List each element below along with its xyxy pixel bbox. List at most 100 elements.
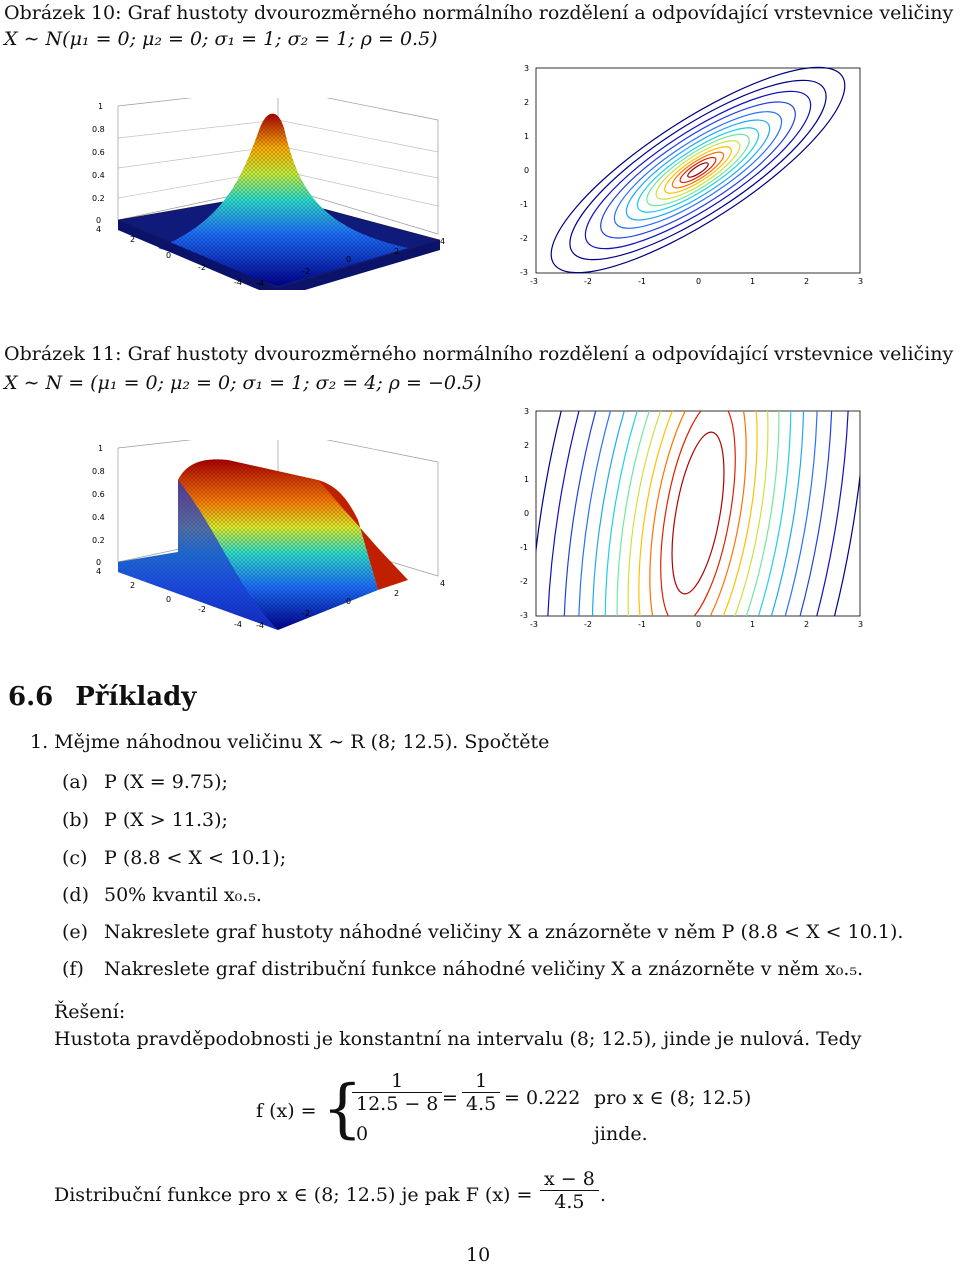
surface-left-tick: -4 bbox=[234, 620, 242, 629]
contour-x-tick: -3 bbox=[530, 620, 538, 629]
surface-left-tick: -4 bbox=[234, 278, 242, 287]
surface-right-tick: 4 bbox=[440, 237, 445, 246]
figure-10-contour-plot: 3 2 1 0 -1 -2 -3 -3 -2 -1 0 1 2 3 bbox=[520, 64, 863, 286]
item-text: Nakreslete graf hustoty náhodné veličiny… bbox=[104, 921, 904, 943]
distribution-text: Distribuční funkce pro x ∈ (8; 12.5) je … bbox=[54, 1184, 533, 1206]
item-text: P (8.8 < X < 10.1); bbox=[104, 847, 287, 869]
contour-y-tick: 1 bbox=[524, 132, 529, 141]
contour-x-tick: 2 bbox=[804, 620, 809, 629]
problem-item: (a) P (X = 9.75); bbox=[62, 771, 228, 793]
surface-z-tick: 0.4 bbox=[92, 513, 105, 522]
contour-x-tick: -1 bbox=[638, 620, 646, 629]
item-label: (b) bbox=[62, 809, 89, 831]
item-text: P (X = 9.75); bbox=[104, 771, 228, 793]
problem-item: (c) P (8.8 < X < 10.1); bbox=[62, 847, 286, 869]
item-label: (e) bbox=[62, 921, 89, 943]
contour-x-tick: -2 bbox=[584, 277, 592, 286]
surface-z-tick: 0 bbox=[96, 558, 101, 567]
surface-z-tick: 0.4 bbox=[92, 171, 105, 180]
contour-x-tick: 0 bbox=[696, 277, 701, 286]
surface-right-tick: -2 bbox=[302, 267, 310, 276]
contour-x-tick: 1 bbox=[750, 277, 755, 286]
fraction-1: 1 12.5 − 8 bbox=[352, 1070, 443, 1115]
surface-z-tick: 0 bbox=[96, 216, 101, 225]
contour-y-tick: 0 bbox=[524, 509, 529, 518]
surface-z-tick: 0.2 bbox=[92, 194, 105, 203]
figure-10-caption-line-2: X ∼ N(μ₁ = 0; μ₂ = 0; σ₁ = 1; σ₂ = 1; ρ … bbox=[4, 28, 438, 50]
contour-y-tick: -1 bbox=[520, 543, 528, 552]
item-label: (d) bbox=[62, 884, 89, 906]
fraction-1-denominator: 12.5 − 8 bbox=[356, 1093, 439, 1115]
surface-z-tick: 0.2 bbox=[92, 536, 105, 545]
surface-z-tick: 0.8 bbox=[92, 125, 105, 134]
problem-item: (f) Nakreslete graf distribuční funkce ná… bbox=[62, 958, 863, 980]
surface-right-tick: 2 bbox=[394, 247, 399, 256]
surface-left-tick: 2 bbox=[130, 581, 135, 590]
contour-x-tick: 1 bbox=[750, 620, 755, 629]
surface-right-tick: 0 bbox=[346, 255, 351, 264]
surface-left-tick: 0 bbox=[166, 595, 171, 604]
problem-item: (d) 50% kvantil x₀.₅. bbox=[62, 884, 262, 906]
contour-x-tick: -2 bbox=[584, 620, 592, 629]
surface-z-tick: 0.6 bbox=[92, 148, 105, 157]
contour-x-tick: 2 bbox=[804, 277, 809, 286]
item-text: 50% kvantil x₀.₅. bbox=[104, 884, 262, 906]
contour-y-tick: 0 bbox=[524, 166, 529, 175]
surface-left-tick: 4 bbox=[96, 225, 101, 234]
surface-left-tick: -2 bbox=[198, 605, 206, 614]
fraction-1-numerator: 1 bbox=[352, 1070, 443, 1093]
surface-right-tick: 2 bbox=[394, 589, 399, 598]
surface-right-tick: -2 bbox=[302, 609, 310, 618]
contour-y-tick: 2 bbox=[524, 441, 529, 450]
surface-left-tick: 4 bbox=[96, 567, 101, 576]
fraction-3: x − 8 4.5 bbox=[540, 1168, 599, 1213]
equals-sign: = bbox=[442, 1087, 458, 1109]
contour-y-tick: -3 bbox=[520, 268, 528, 277]
case-2-value: 0 bbox=[356, 1123, 369, 1145]
page-number: 10 bbox=[466, 1244, 491, 1266]
fraction-3-numerator: x − 8 bbox=[540, 1168, 599, 1191]
fraction-2: 1 4.5 bbox=[462, 1070, 501, 1115]
solution-heading: Řešení: bbox=[54, 1001, 126, 1023]
surface-z-tick: 1 bbox=[98, 444, 103, 453]
item-label: (a) bbox=[62, 771, 89, 793]
section-title: Příklady bbox=[75, 682, 197, 712]
item-label: (f) bbox=[62, 958, 84, 980]
surface-z-tick: 0.8 bbox=[92, 467, 105, 476]
surface-z-tick: 1 bbox=[98, 102, 103, 111]
contour-x-tick: 3 bbox=[858, 620, 863, 629]
figure-10-surface-plot: 1 0.8 0.6 0.4 0.2 0 4 2 0 -2 -4 -4 -2 0 … bbox=[92, 98, 445, 290]
section-heading: 6.6 Příklady bbox=[8, 682, 196, 712]
surface-left-tick: 2 bbox=[130, 235, 135, 244]
solution-density-text: Hustota pravděpodobnosti je konstantní n… bbox=[54, 1028, 862, 1050]
contour-y-tick: -2 bbox=[520, 234, 528, 243]
contour-y-tick: -1 bbox=[520, 200, 528, 209]
surface-right-tick: 4 bbox=[440, 579, 445, 588]
contour-y-tick: 1 bbox=[524, 475, 529, 484]
figure-10-caption-line-1: Obrázek 10: Graf hustoty dvourozměrného … bbox=[4, 2, 954, 24]
case-1-condition: pro x ∈ (8; 12.5) bbox=[594, 1087, 752, 1109]
fraction-2-denominator: 4.5 bbox=[466, 1093, 497, 1115]
contour-y-tick: -2 bbox=[520, 577, 528, 586]
figure-11-caption-line-1: Obrázek 11: Graf hustoty dvourozměrného … bbox=[4, 343, 954, 365]
item-label: (c) bbox=[62, 847, 88, 869]
fraction-2-numerator: 1 bbox=[462, 1070, 501, 1093]
distribution-end: . bbox=[600, 1184, 607, 1206]
figure-11-contour-plot: 3 2 1 0 -1 -2 -3 -3 -2 -1 0 1 2 3 bbox=[520, 407, 863, 629]
surface-z-tick: 0.6 bbox=[92, 490, 105, 499]
item-text: P (X > 11.3); bbox=[104, 809, 228, 831]
surface-right-tick: 0 bbox=[346, 597, 351, 606]
contour-y-tick: 3 bbox=[524, 407, 529, 416]
fraction-3-denominator: 4.5 bbox=[554, 1191, 585, 1213]
contour-x-tick: -1 bbox=[638, 277, 646, 286]
problem-item: (b) P (X > 11.3); bbox=[62, 809, 228, 831]
figure-11-caption-line-2: X ∼ N = (μ₁ = 0; μ₂ = 0; σ₁ = 1; σ₂ = 4;… bbox=[4, 372, 482, 394]
density-function-lhs: f (x) = bbox=[256, 1100, 317, 1122]
contour-y-tick: -3 bbox=[520, 611, 528, 620]
section-number: 6.6 bbox=[8, 682, 54, 712]
contour-x-tick: 0 bbox=[696, 620, 701, 629]
brace: { bbox=[322, 1072, 363, 1146]
density-value: = 0.222 bbox=[504, 1087, 581, 1109]
case-2-condition: jinde. bbox=[594, 1123, 648, 1145]
surface-right-tick: -4 bbox=[256, 621, 264, 630]
